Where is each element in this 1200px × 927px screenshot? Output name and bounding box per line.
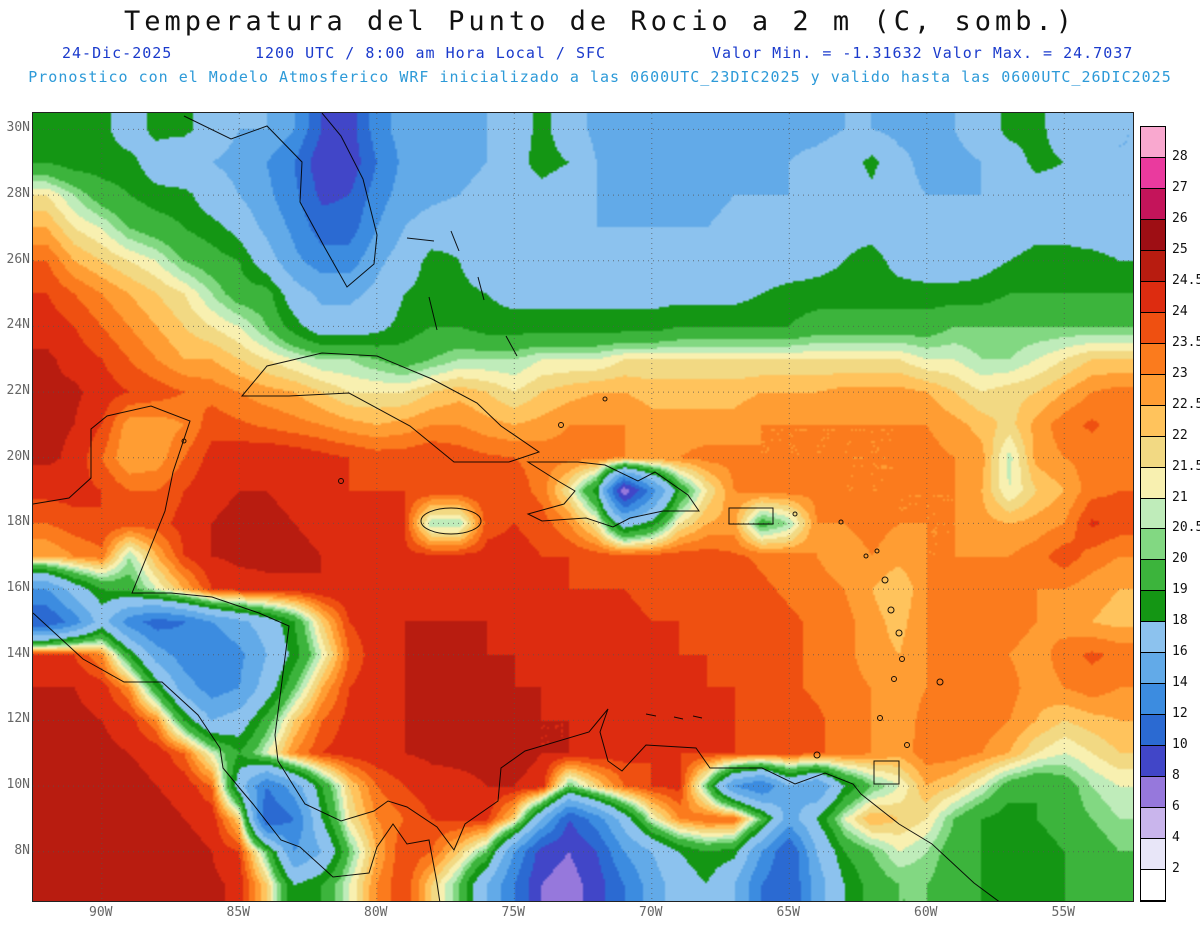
- lon-tick-label: 60W: [914, 905, 938, 920]
- map-plot-area: Sisπ – ONAMET/REP.DOM.: [32, 112, 1134, 902]
- colorbar-tick-label: 20: [1172, 551, 1188, 567]
- colorbar-tick-label: 23.5: [1172, 334, 1200, 350]
- lon-tick-label: 90W: [89, 905, 113, 920]
- colorbar-segment: [1141, 529, 1165, 561]
- colorbar-tick-label: 8: [1172, 768, 1180, 784]
- colorbar-tick-label: 22: [1172, 427, 1188, 443]
- lon-tick-label: 65W: [776, 905, 800, 920]
- subtitle-date: 24-Dic-2025: [62, 44, 173, 62]
- colorbar-segment: [1141, 343, 1165, 375]
- colorbar-tick-label: 24: [1172, 303, 1188, 319]
- colorbar-segment: [1141, 591, 1165, 623]
- colorbar-tick-label: 4: [1172, 830, 1180, 846]
- colorbar-tick-label: 18: [1172, 613, 1188, 629]
- colorbar-segment: [1141, 560, 1165, 592]
- colorbar-tick-label: 24.5: [1172, 272, 1200, 288]
- colorbar-tick-label: 25: [1172, 241, 1188, 257]
- colorbar-segment: [1141, 188, 1165, 220]
- dewpoint-field-canvas: [33, 113, 1133, 901]
- colorbar-segment: [1141, 653, 1165, 685]
- lon-tick-label: 85W: [226, 905, 250, 920]
- colorbar-segment: [1141, 715, 1165, 747]
- lat-tick-label: 24N: [6, 317, 30, 333]
- lon-tick-label: 80W: [364, 905, 388, 920]
- colorbar-tick-label: 20.5: [1172, 520, 1200, 536]
- colorbar-segment: [1141, 436, 1165, 468]
- lat-tick-label: 26N: [6, 251, 30, 267]
- colorbar-segment: [1141, 746, 1165, 778]
- lat-tick-label: 28N: [6, 186, 30, 202]
- lon-tick-label: 70W: [639, 905, 663, 920]
- colorbar-segment: [1141, 498, 1165, 530]
- lat-tick-label: 30N: [6, 120, 30, 136]
- lat-tick-label: 22N: [6, 383, 30, 399]
- subtitle-min-max: Valor Min. = -1.31632 Valor Max. = 24.70…: [712, 44, 1134, 62]
- lat-tick-label: 8N: [14, 842, 30, 858]
- lon-tick-label: 75W: [501, 905, 525, 920]
- colorbar-tick-label: 23: [1172, 365, 1188, 381]
- colorbar-segment: [1141, 405, 1165, 437]
- lat-tick-label: 18N: [6, 514, 30, 530]
- colorbar-tick-label: 21.5: [1172, 458, 1200, 474]
- colorbar-tick-label: 16: [1172, 644, 1188, 660]
- colorbar-segment: [1141, 622, 1165, 654]
- colorbar-segment: [1141, 777, 1165, 809]
- colorbar-tick-label: 12: [1172, 706, 1188, 722]
- colorbar-segment: [1141, 250, 1165, 282]
- subtitle-valid-time: 1200 UTC / 8:00 am Hora Local / SFC: [255, 44, 607, 62]
- colorbar-tick-label: 14: [1172, 675, 1188, 691]
- colorbar-segment: [1141, 374, 1165, 406]
- colorbar-tick-label: 19: [1172, 582, 1188, 598]
- subtitle-model-line: Pronostico con el Modelo Atmosferico WRF…: [28, 68, 1172, 86]
- lat-tick-label: 10N: [6, 777, 30, 793]
- colorbar-segment: [1141, 870, 1165, 901]
- colorbar-segment: [1141, 127, 1165, 158]
- lat-tick-label: 20N: [6, 448, 30, 464]
- colorbar-tick-label: 27: [1172, 179, 1188, 195]
- lat-tick-label: 14N: [6, 645, 30, 661]
- colorbar: [1140, 126, 1166, 902]
- lat-tick-label: 16N: [6, 580, 30, 596]
- colorbar-segment: [1141, 839, 1165, 871]
- lon-tick-label: 55W: [1051, 905, 1075, 920]
- colorbar-segment: [1141, 467, 1165, 499]
- colorbar-segment: [1141, 808, 1165, 840]
- colorbar-tick-label: 28: [1172, 148, 1188, 164]
- colorbar-segment: [1141, 281, 1165, 313]
- page-title: Temperatura del Punto de Rocio a 2 m (C,…: [123, 6, 1076, 37]
- colorbar-tick-label: 6: [1172, 799, 1180, 815]
- colorbar-segment: [1141, 219, 1165, 251]
- colorbar-tick-label: 21: [1172, 489, 1188, 505]
- colorbar-segment: [1141, 157, 1165, 189]
- colorbar-tick-label: 26: [1172, 210, 1188, 226]
- colorbar-segment: [1141, 312, 1165, 344]
- lat-tick-label: 12N: [6, 711, 30, 727]
- colorbar-segment: [1141, 684, 1165, 716]
- colorbar-tick-label: 22.5: [1172, 396, 1200, 412]
- colorbar-tick-label: 2: [1172, 861, 1180, 877]
- colorbar-tick-label: 10: [1172, 737, 1188, 753]
